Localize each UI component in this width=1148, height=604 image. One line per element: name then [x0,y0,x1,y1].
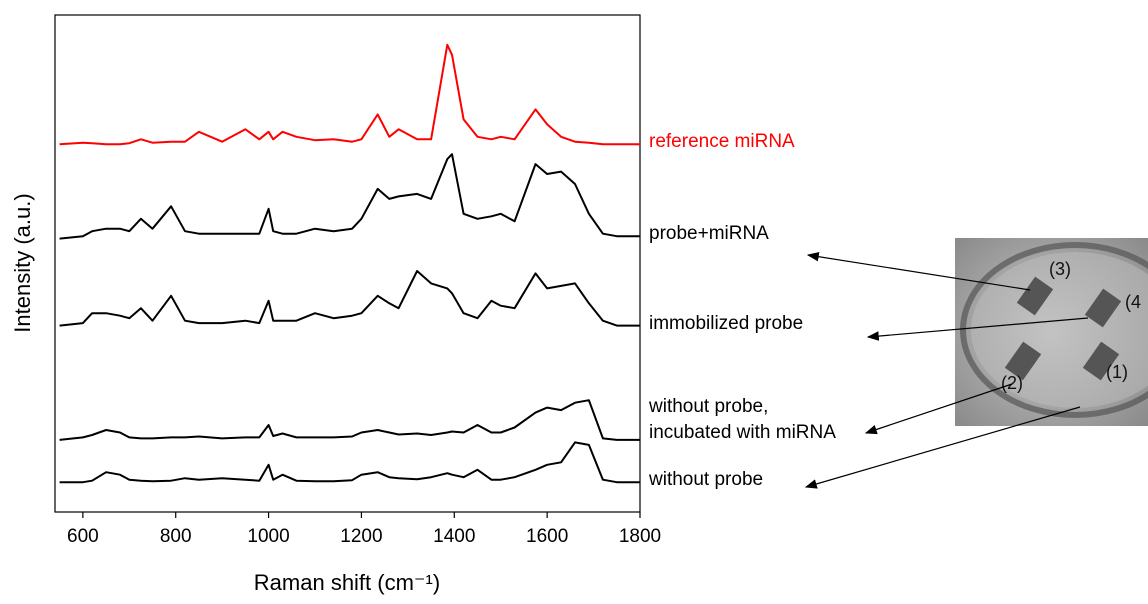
series-label: without probe, incubated with miRNA [649,395,836,443]
spectrum-line [59,399,640,441]
series-label: without probe [649,469,764,491]
x-axis-label: Raman shift (cm⁻¹) [254,570,440,595]
arrows [804,251,1089,489]
series-label: probe+miRNA [649,223,769,245]
x-tick-label: 1800 [619,526,661,547]
inset-label: (1) [1106,362,1128,382]
y-axis-label: Intensity (a.u.) [10,193,35,332]
x-tick-label: 600 [67,526,99,547]
x-tick-label: 1200 [340,526,382,547]
spectrum-line [59,441,640,484]
inset-label: (4 [1125,292,1141,312]
spectrum-line [59,43,640,146]
spectrum-line [59,270,640,327]
x-tick-label: 1400 [433,526,475,547]
x-tick-label: 1000 [247,526,289,547]
x-tick-label: 800 [160,526,192,547]
plot-frame [54,14,641,513]
inset-label: (2) [1001,373,1023,393]
series-label: immobilized probe [649,312,804,334]
spectrum-line [59,153,640,240]
series-label: reference miRNA [649,131,795,153]
photo: (3) (4 (2) (1) [955,238,1148,426]
x-tick-label: 1600 [526,526,568,547]
inset-label: (3) [1049,259,1071,279]
